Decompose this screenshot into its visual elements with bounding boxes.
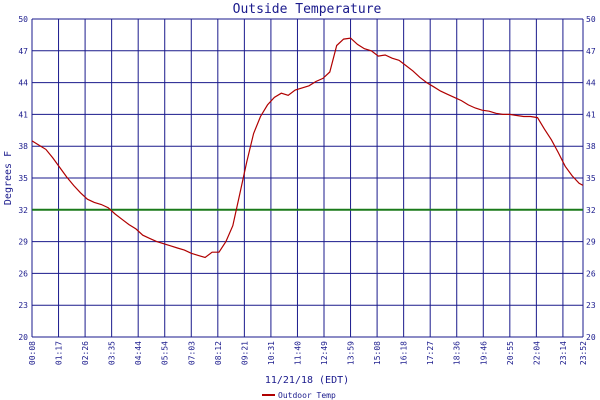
y-tick-label-left: 26 xyxy=(18,269,28,278)
x-tick-label: 15:08 xyxy=(373,341,382,365)
x-tick-label: 10:31 xyxy=(267,341,276,365)
x-tick-label: 23:52 xyxy=(579,341,588,365)
y-tick-label-left: 41 xyxy=(18,110,28,119)
x-tick-label: 19:46 xyxy=(479,341,488,365)
x-tick-label: 00:08 xyxy=(28,341,37,365)
y-tick-label-left: 38 xyxy=(18,142,28,151)
y-tick-label-left: 44 xyxy=(18,79,28,88)
y-tick-label-right: 38 xyxy=(586,142,596,151)
y-tick-label-right: 41 xyxy=(586,110,596,119)
x-tick-label: 07:03 xyxy=(187,341,196,365)
x-tick-label: 02:26 xyxy=(81,341,90,365)
legend-label: Outdoor Temp xyxy=(278,391,336,400)
y-tick-label-right: 26 xyxy=(586,269,596,278)
y-tick-label-left: 50 xyxy=(18,15,28,24)
x-axis-label: 11/21/18 (EDT) xyxy=(265,375,349,386)
y-tick-label-left: 20 xyxy=(18,333,28,342)
x-tick-label: 12:49 xyxy=(320,341,329,365)
y-tick-label-left: 23 xyxy=(18,301,28,310)
legend: Outdoor Temp xyxy=(262,391,336,400)
y-tick-label-right: 32 xyxy=(586,206,596,215)
tick-labels: 20 20 23 23 26 26 29 29 32 32 35 35 38 38 41 41 44 44 47 47… xyxy=(18,15,595,365)
x-tick-label: 13:59 xyxy=(347,341,356,365)
x-tick-label: 23:14 xyxy=(559,341,568,365)
x-tick-label: 04:44 xyxy=(134,341,143,365)
x-tick-label: 18:36 xyxy=(453,341,462,365)
y-tick-label-right: 44 xyxy=(586,79,596,88)
y-axis-label: Degrees F xyxy=(3,151,14,205)
y-tick-label-left: 35 xyxy=(18,174,28,183)
y-tick-label-right: 50 xyxy=(586,15,596,24)
grid-lines xyxy=(31,18,584,338)
x-tick-label: 16:18 xyxy=(400,341,409,365)
chart-title: Outside Temperature xyxy=(233,2,382,17)
y-tick-label-right: 20 xyxy=(586,333,596,342)
x-tick-label: 17:27 xyxy=(426,341,435,365)
y-tick-label-right: 29 xyxy=(586,238,596,247)
outdoor-temp-line xyxy=(31,37,584,259)
y-tick-label-right: 23 xyxy=(586,301,596,310)
x-tick-label: 01:17 xyxy=(55,341,64,365)
x-tick-label: 08:12 xyxy=(214,341,223,365)
series-layer xyxy=(31,37,584,259)
x-tick-label: 20:55 xyxy=(506,341,515,365)
y-tick-label-left: 32 xyxy=(18,206,28,215)
y-tick-label-right: 47 xyxy=(586,47,596,56)
x-tick-label: 11:40 xyxy=(293,341,302,365)
x-tick-label: 09:21 xyxy=(240,341,249,365)
y-tick-label-left: 47 xyxy=(18,47,28,56)
x-tick-label: 05:54 xyxy=(161,341,170,365)
y-tick-label-left: 29 xyxy=(18,238,28,247)
x-tick-label: 03:35 xyxy=(108,341,117,365)
x-tick-label: 22:04 xyxy=(532,341,541,365)
y-tick-label-right: 35 xyxy=(586,174,596,183)
